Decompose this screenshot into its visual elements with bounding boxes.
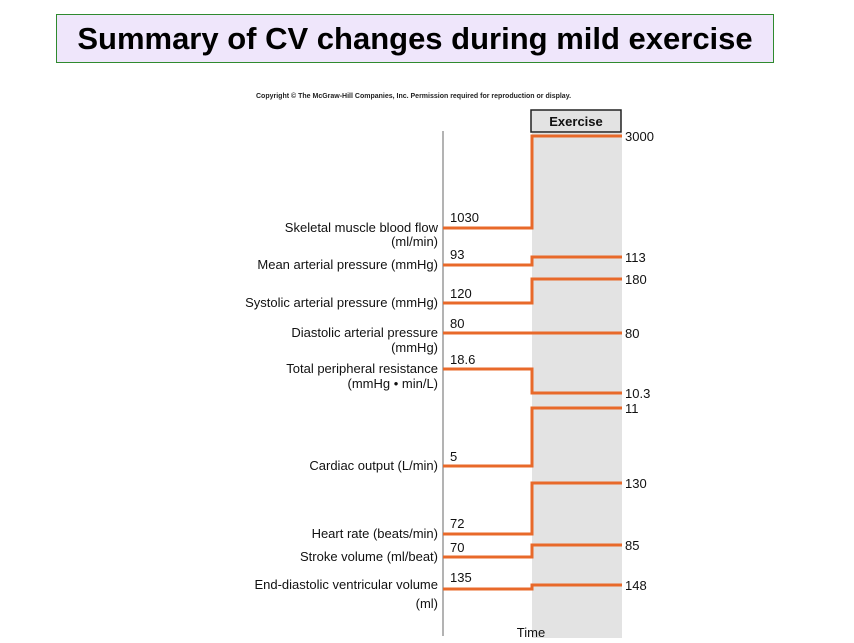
exercise-value-5: 11 (625, 401, 639, 416)
trace-line-6 (443, 481, 622, 536)
row-label-1-0: Mean arterial pressure (mmHg) (257, 257, 438, 272)
trace-line-7 (443, 543, 622, 559)
rest-value-0: 1030 (450, 210, 479, 225)
exercise-value-8: 148 (625, 578, 647, 593)
slide-title: Summary of CV changes during mild exerci… (77, 20, 753, 56)
row-label-0-0: Skeletal muscle blood flow (285, 220, 439, 235)
exercise-value-2: 180 (625, 272, 647, 287)
trace-line-4 (443, 367, 622, 395)
exercise-header-box (530, 109, 622, 133)
rest-value-2: 120 (450, 286, 472, 301)
row-label-4-1: (mmHg • min/L) (348, 376, 439, 391)
row-label-2-0: Systolic arterial pressure (mmHg) (245, 295, 438, 310)
copyright-notice: Copyright © The McGraw-Hill Companies, I… (256, 93, 572, 100)
row-label-3-1: (mmHg) (391, 340, 438, 355)
exercise-value-1: 113 (625, 250, 646, 265)
exercise-header-label: Exercise (549, 114, 603, 129)
rest-value-6: 72 (450, 516, 464, 531)
rest-value-1: 93 (450, 247, 464, 262)
trace-line-8 (443, 583, 622, 591)
trace-line-0 (443, 134, 622, 230)
rest-value-5: 5 (450, 449, 457, 464)
rest-value-7: 70 (450, 540, 464, 555)
rest-value-8: 135 (450, 570, 472, 585)
row-label-8-0: End-diastolic ventricular volume (254, 577, 438, 592)
exercise-value-4: 10.3 (625, 386, 650, 401)
exercise-period-band (532, 133, 622, 638)
exercise-value-6: 130 (625, 476, 647, 491)
trace-line-1 (443, 255, 622, 267)
rest-value-3: 80 (450, 316, 464, 331)
trace-line-5 (443, 406, 622, 468)
row-label-3-0: Diastolic arterial pressure (291, 325, 438, 340)
row-label-7-0: Stroke volume (ml/beat) (300, 549, 438, 564)
row-label-6-0: Heart rate (beats/min) (312, 526, 438, 541)
title-box: Summary of CV changes during mild exerci… (56, 14, 774, 63)
exercise-value-7: 85 (625, 538, 639, 553)
row-label-8-1: (ml) (416, 596, 438, 611)
row-label-4-0: Total peripheral resistance (286, 361, 438, 376)
exercise-value-0: 3000 (625, 129, 654, 144)
row-label-5-0: Cardiac output (L/min) (309, 458, 438, 473)
rest-value-4: 18.6 (450, 352, 475, 367)
exercise-value-3: 80 (625, 326, 639, 341)
time-axis-label: Time (517, 625, 545, 640)
row-label-0-1: (ml/min) (391, 234, 438, 249)
trace-line-2 (443, 277, 622, 305)
